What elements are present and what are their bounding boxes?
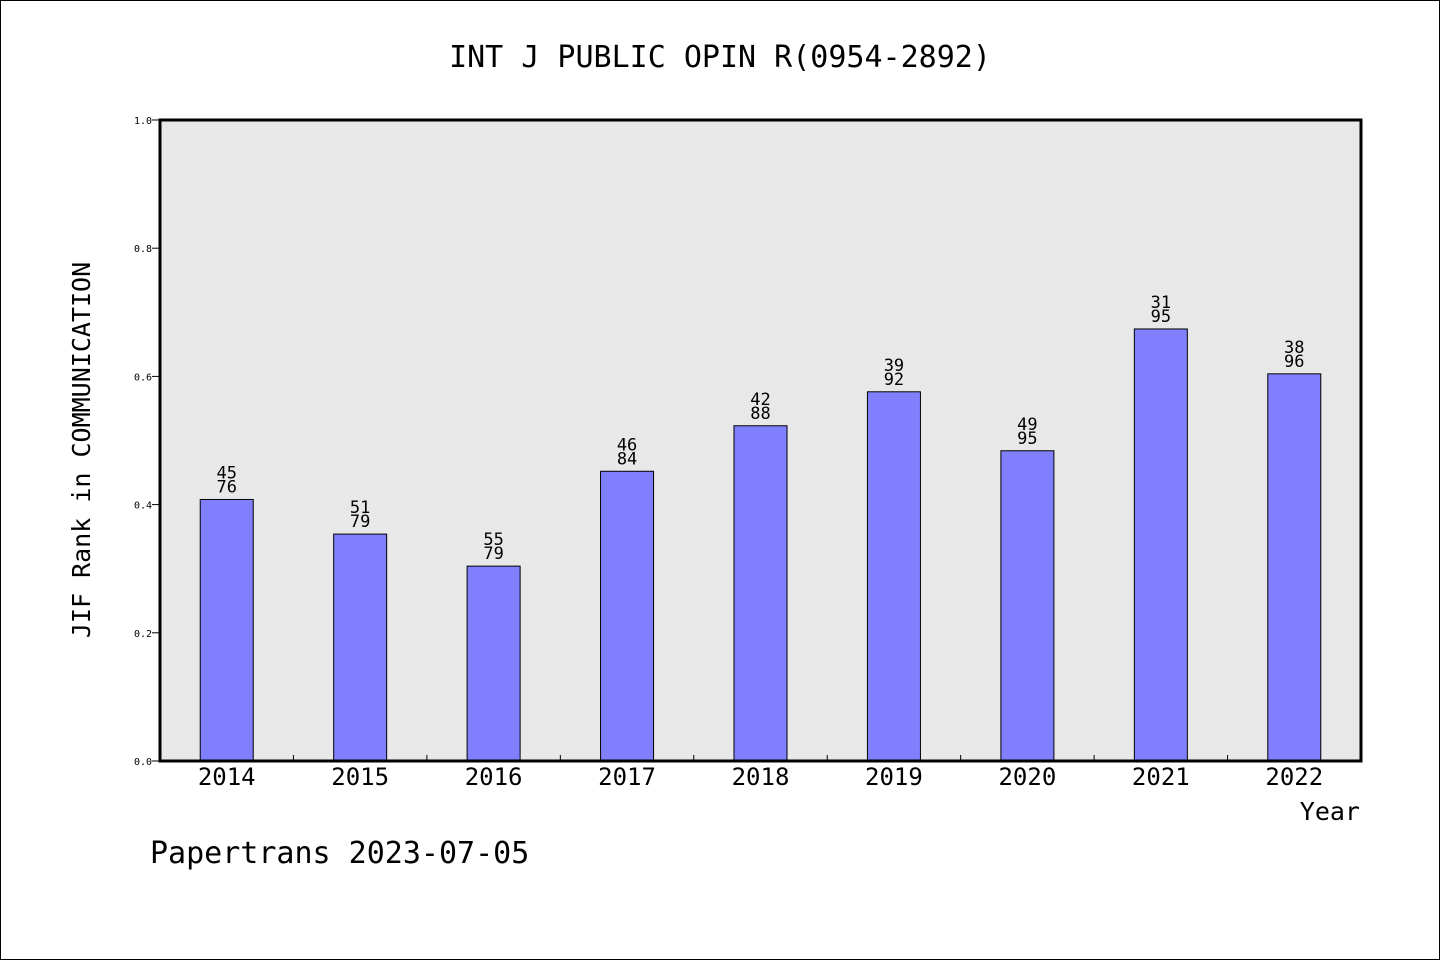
bar-rank-label: 42: [750, 390, 770, 410]
y-tick-label: 0.6: [134, 372, 152, 383]
y-tick-label: 0.0: [134, 757, 152, 768]
bar-2021: [1133, 328, 1188, 762]
x-tick-label: 2017: [598, 763, 656, 791]
bar-rank-label: 39: [884, 356, 904, 376]
bar-2015: [333, 533, 388, 762]
bar-2014: [199, 498, 254, 762]
x-tick-label: 2021: [1132, 763, 1190, 791]
bar-total-label: 88: [750, 404, 770, 424]
x-axis: 2014 2015 2016 2017 2018 2019 2020 2021 2022: [198, 755, 1323, 791]
x-tick-label: 2022: [1265, 763, 1323, 791]
x-tick-label: 2020: [998, 763, 1056, 791]
bar-total-label: 96: [1284, 352, 1304, 372]
bar-total-label: 79: [350, 512, 370, 532]
chart-title: INT J PUBLIC OPIN R(0954-2892): [449, 40, 991, 75]
y-axis-label: JIF Rank in COMMUNICATION: [67, 262, 96, 638]
bar-rank-label: 49: [1017, 415, 1037, 435]
bar-2017: [600, 470, 655, 762]
x-axis-label: Year: [1300, 797, 1360, 826]
bar-rank-label: 38: [1284, 338, 1304, 358]
bar-total-label: 95: [1151, 307, 1171, 327]
bar-total-label: 84: [617, 449, 637, 469]
y-tick-label: 0.4: [134, 501, 152, 512]
bar-rank-label: 55: [483, 530, 503, 550]
bar-rank-label: 46: [617, 435, 637, 455]
bar-rank-label: 45: [216, 463, 236, 483]
bar-rank-label: 31: [1151, 293, 1171, 313]
x-tick-label: 2016: [465, 763, 523, 791]
y-tick-label: 0.8: [134, 244, 152, 255]
bar-2019: [866, 391, 921, 762]
bar-total-label: 76: [216, 477, 236, 497]
bar-2022: [1267, 373, 1322, 762]
bar-total-label: 79: [483, 544, 503, 564]
y-tick-label: 1.0: [134, 116, 152, 127]
x-tick-label: 2018: [732, 763, 790, 791]
plot-border: [158, 118, 1363, 763]
y-tick-label: 0.2: [134, 629, 152, 640]
bar-2020: [1000, 450, 1055, 762]
x-tick-label: 2019: [865, 763, 923, 791]
x-tick-label: 2014: [198, 763, 256, 791]
bar-rank-label: 51: [350, 498, 370, 518]
y-axis: 0.0 0.2 0.4 0.6 0.8 1.0: [134, 116, 160, 768]
bar-2018: [733, 425, 788, 762]
x-tick-label: 2015: [331, 763, 389, 791]
bar-2016: [466, 565, 521, 762]
bar-total-label: 92: [884, 370, 904, 390]
bar-total-label: 95: [1017, 429, 1037, 449]
footer-credit: Papertrans 2023-07-05: [150, 836, 529, 871]
